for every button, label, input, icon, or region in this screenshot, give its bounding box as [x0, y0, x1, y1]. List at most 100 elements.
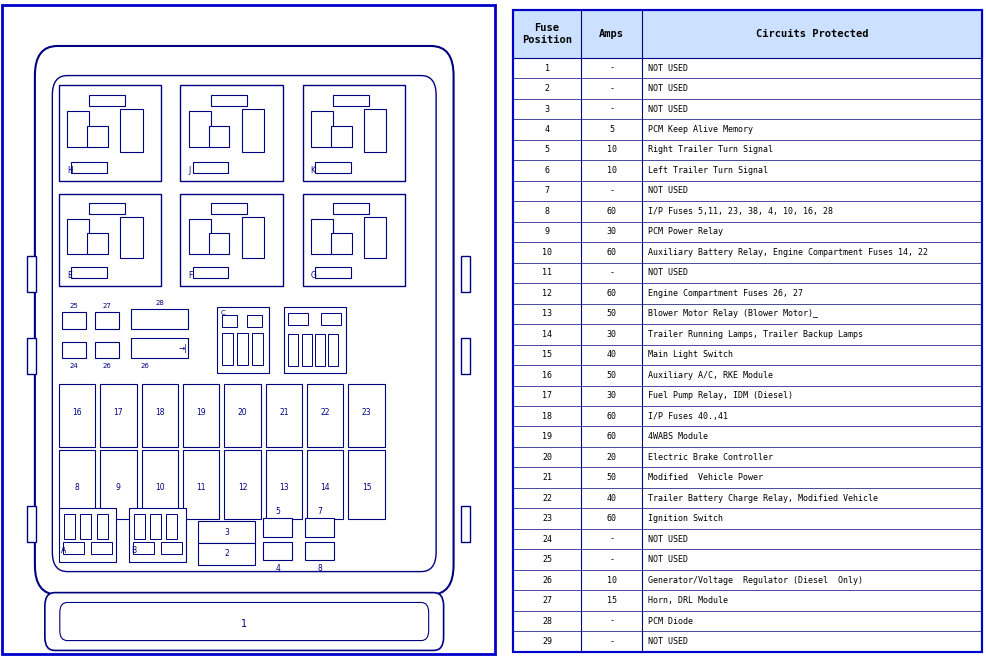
Text: 60: 60 [606, 412, 616, 420]
Text: 26: 26 [103, 363, 111, 369]
Text: 40: 40 [606, 350, 616, 359]
Text: 10: 10 [541, 248, 551, 257]
Text: 8: 8 [544, 207, 549, 216]
Text: 22: 22 [541, 493, 551, 503]
Bar [161, 542, 181, 554]
Text: 14: 14 [541, 330, 551, 339]
Bar [197, 543, 255, 565]
Text: -: - [608, 104, 613, 114]
Text: 23: 23 [362, 408, 371, 417]
Text: Main Light Switch: Main Light Switch [647, 350, 732, 359]
Bar [331, 126, 351, 147]
Text: 8: 8 [75, 484, 79, 493]
Bar [224, 384, 260, 447]
Text: 60: 60 [606, 248, 616, 257]
Text: 50: 50 [606, 309, 616, 319]
Text: 1: 1 [241, 619, 247, 629]
Text: 24: 24 [541, 535, 551, 543]
Text: 16: 16 [541, 371, 551, 380]
Text: 24: 24 [69, 363, 78, 369]
Bar [180, 85, 282, 181]
Bar [284, 307, 346, 373]
Text: 10: 10 [606, 145, 616, 154]
Text: 60: 60 [606, 432, 616, 442]
Text: K: K [311, 166, 316, 175]
Bar [288, 313, 308, 325]
Text: 30: 30 [606, 330, 616, 339]
Bar [209, 233, 230, 254]
Text: -: - [608, 64, 613, 72]
Text: Blower Motor Relay (Blower Motor)_: Blower Motor Relay (Blower Motor)_ [647, 309, 816, 319]
Bar [217, 307, 269, 373]
Bar [222, 315, 237, 327]
Text: Fuse
Position: Fuse Position [522, 23, 572, 45]
Text: 22: 22 [320, 408, 329, 417]
Text: 12: 12 [541, 289, 551, 298]
Text: 25: 25 [541, 555, 551, 564]
Text: 10: 10 [155, 484, 165, 493]
FancyBboxPatch shape [52, 76, 436, 572]
Text: 60: 60 [606, 207, 616, 216]
Bar [128, 508, 185, 562]
Text: Left Trailer Turn Signal: Left Trailer Turn Signal [647, 166, 767, 175]
Text: 3: 3 [544, 104, 549, 114]
Bar [95, 342, 119, 358]
Text: E: E [67, 271, 72, 281]
Bar [28, 506, 36, 542]
Text: Circuits Protected: Circuits Protected [755, 29, 868, 39]
Text: 50: 50 [606, 473, 616, 482]
Bar [130, 309, 187, 328]
Bar [64, 514, 75, 539]
Bar [263, 542, 292, 560]
FancyBboxPatch shape [60, 602, 428, 641]
Bar [141, 384, 177, 447]
Text: PCM Power Relay: PCM Power Relay [647, 227, 722, 237]
Bar [62, 342, 86, 358]
Text: 3: 3 [224, 528, 229, 537]
Text: C: C [221, 310, 226, 316]
Text: 5: 5 [544, 145, 549, 154]
Bar [88, 233, 107, 254]
Bar [321, 313, 341, 325]
Bar [120, 109, 142, 152]
Bar [302, 334, 312, 366]
Bar [311, 219, 333, 254]
Text: Fuel Pump Relay, IDM (Diesel): Fuel Pump Relay, IDM (Diesel) [647, 391, 792, 400]
Bar [80, 514, 91, 539]
Bar [182, 384, 219, 447]
Text: 8: 8 [317, 564, 322, 573]
Bar [288, 334, 298, 366]
Bar [315, 162, 350, 173]
Text: Engine Compartment Fuses 26, 27: Engine Compartment Fuses 26, 27 [647, 289, 802, 298]
Bar [311, 111, 333, 147]
Bar [59, 384, 95, 447]
Text: 13: 13 [279, 484, 288, 493]
Bar [303, 194, 404, 286]
Text: 25: 25 [69, 303, 78, 309]
Text: 19: 19 [196, 408, 206, 417]
Text: 18: 18 [541, 412, 551, 420]
Text: I/P Fuses 5,11, 23, 38, 4, 10, 16, 28: I/P Fuses 5,11, 23, 38, 4, 10, 16, 28 [647, 207, 832, 216]
Text: Generator/Voltage  Regulator (Diesel  Only): Generator/Voltage Regulator (Diesel Only… [647, 576, 862, 585]
Bar [460, 506, 469, 542]
Text: NOT USED: NOT USED [647, 64, 687, 72]
Bar [305, 542, 333, 560]
Text: PCM Diode: PCM Diode [647, 616, 692, 625]
Text: 21: 21 [541, 473, 551, 482]
Text: 2: 2 [544, 84, 549, 93]
Text: Trailer Battery Charge Relay, Modified Vehicle: Trailer Battery Charge Relay, Modified V… [647, 493, 877, 503]
Text: 9: 9 [544, 227, 549, 237]
Text: PCM Keep Alive Memory: PCM Keep Alive Memory [647, 125, 752, 134]
Text: J: J [188, 166, 190, 175]
FancyBboxPatch shape [35, 46, 454, 595]
Text: 2: 2 [224, 549, 229, 558]
Bar [88, 126, 107, 147]
Bar [307, 450, 343, 519]
Text: G: G [311, 271, 317, 281]
Bar [67, 219, 90, 254]
Text: 27: 27 [103, 303, 111, 309]
Bar [120, 217, 142, 258]
Text: 28: 28 [155, 300, 164, 306]
Bar [242, 217, 264, 258]
Bar [192, 267, 228, 279]
